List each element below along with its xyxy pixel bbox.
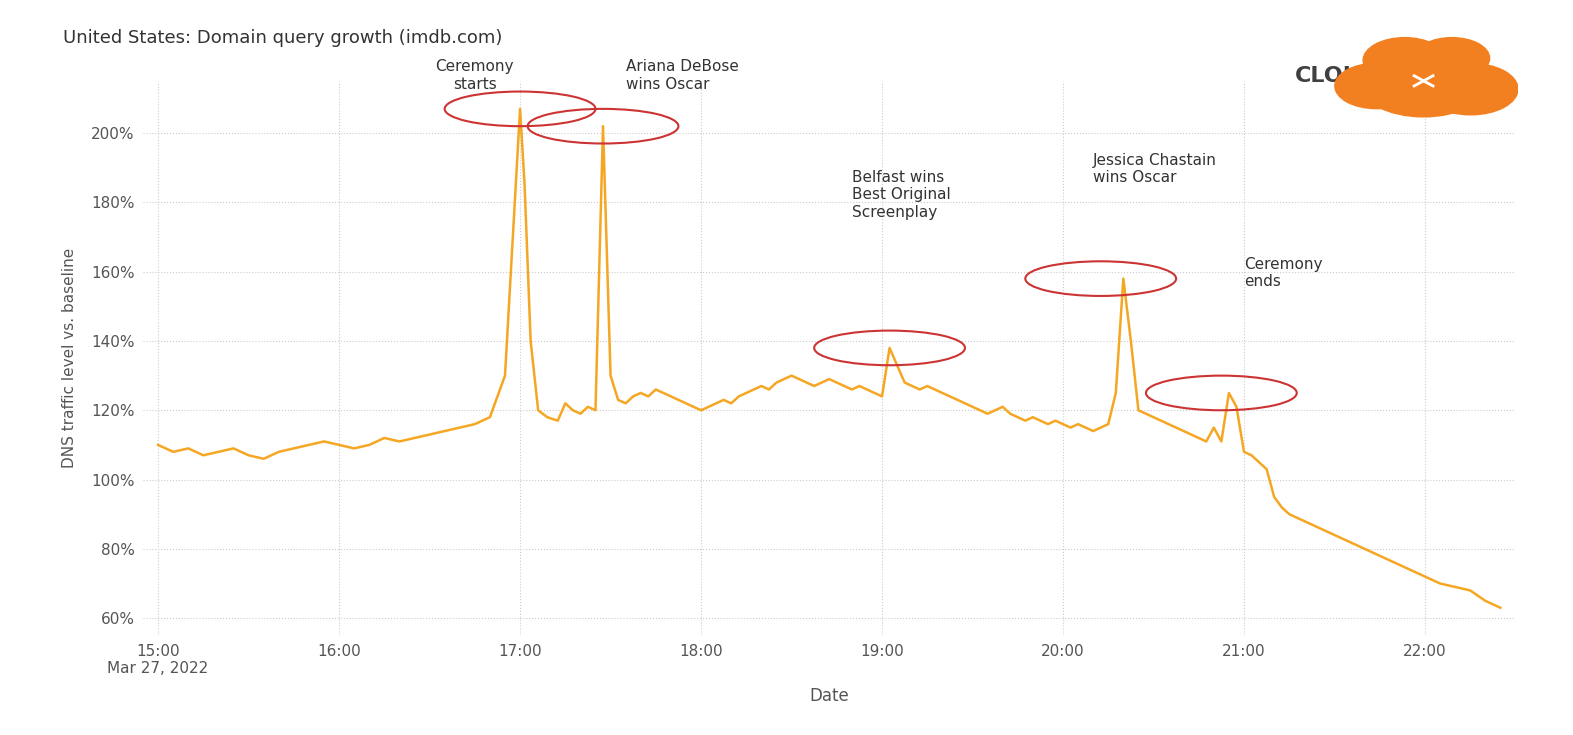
Circle shape bbox=[1357, 45, 1490, 117]
Circle shape bbox=[1414, 37, 1490, 79]
X-axis label: Date: Date bbox=[810, 687, 849, 706]
Text: Ariana DeBose
wins Oscar: Ariana DeBose wins Oscar bbox=[626, 59, 738, 92]
Text: Ceremony
starts: Ceremony starts bbox=[436, 59, 514, 92]
Text: CLOUDFLARE: CLOUDFLARE bbox=[1295, 66, 1458, 86]
Text: ®: ® bbox=[1431, 66, 1444, 79]
Text: United States: Domain query growth (imdb.com): United States: Domain query growth (imdb… bbox=[63, 29, 502, 47]
Text: Jessica Chastain
wins Oscar: Jessica Chastain wins Oscar bbox=[1093, 153, 1218, 185]
Circle shape bbox=[1364, 37, 1446, 83]
Y-axis label: DNS traffic level vs. baseline: DNS traffic level vs. baseline bbox=[63, 248, 77, 468]
Text: Belfast wins
Best Original
Screenplay: Belfast wins Best Original Screenplay bbox=[853, 170, 950, 220]
Circle shape bbox=[1335, 63, 1417, 109]
Text: Ceremony
ends: Ceremony ends bbox=[1244, 257, 1323, 289]
Circle shape bbox=[1424, 63, 1518, 115]
